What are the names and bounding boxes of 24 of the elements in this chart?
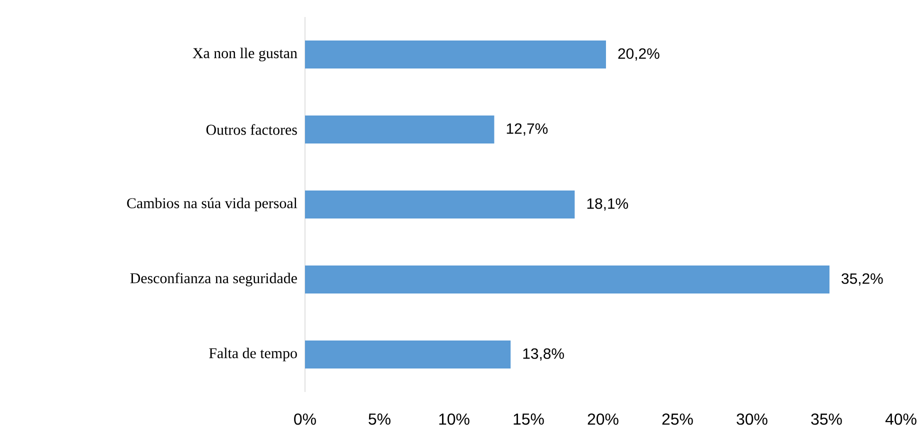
- bar: [305, 116, 494, 144]
- y-tick-label: Outros factores: [206, 124, 297, 135]
- y-tick-label: Cambios na súa vida persoal: [127, 198, 298, 212]
- y-tick-label: Desconfianza na seguridade: [130, 272, 297, 286]
- data-label: 35,2%: [842, 273, 883, 286]
- bar: [305, 40, 606, 69]
- data-label: 13,8%: [523, 348, 564, 361]
- x-tick-label: 40%: [885, 414, 916, 425]
- x-tick-label: 30%: [736, 414, 768, 425]
- bar: [305, 190, 575, 219]
- x-tick-label: 25%: [662, 414, 693, 425]
- y-tick-label: Xa non lle gustan: [192, 48, 298, 62]
- x-tick-label: 10%: [439, 414, 470, 425]
- data-label: 20,2%: [618, 48, 660, 61]
- x-tick-label: 0%: [294, 414, 316, 425]
- x-tick-label: 15%: [514, 414, 544, 425]
- x-tick-label: 35%: [811, 414, 842, 425]
- x-tick-label: 5%: [368, 414, 390, 425]
- bar: [305, 266, 830, 294]
- y-tick-label: Falta de tempo: [209, 348, 297, 362]
- data-label: 18,1%: [587, 198, 628, 211]
- bar: [305, 340, 511, 369]
- data-label: 12,7%: [506, 123, 548, 136]
- x-tick-label: 20%: [588, 414, 618, 425]
